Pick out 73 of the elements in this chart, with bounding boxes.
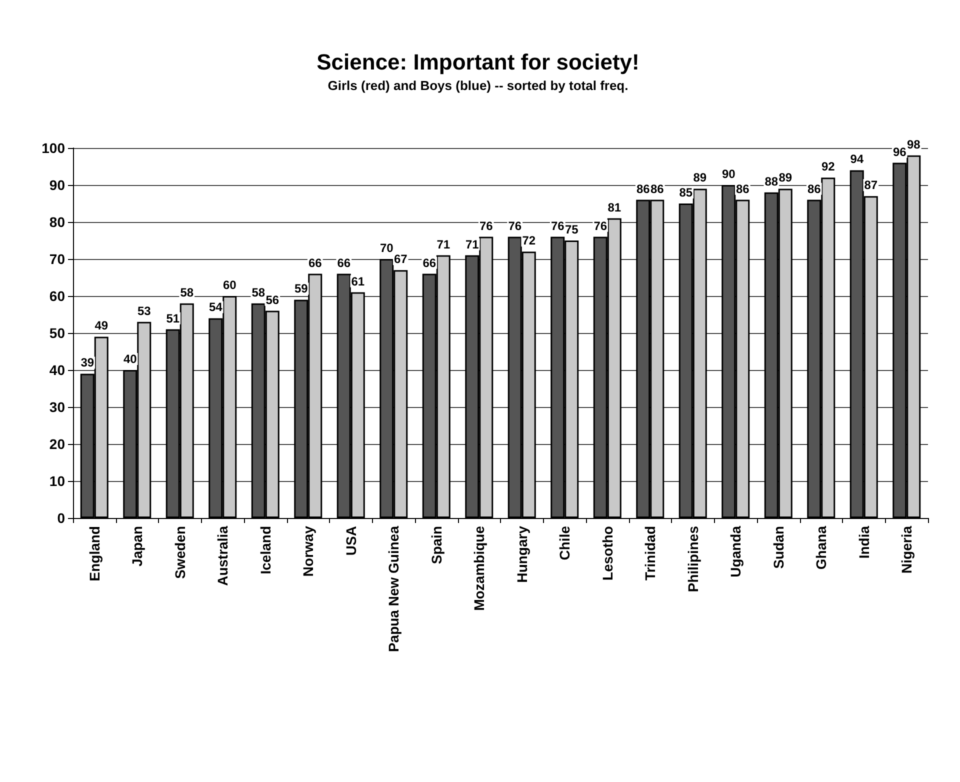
data-label: 76 (508, 218, 522, 233)
data-label: 58 (252, 285, 266, 300)
data-label: 71 (436, 237, 450, 252)
y-tick-label: 40 (49, 362, 66, 378)
x-tick-label: Japan (129, 526, 146, 566)
data-label: 86 (807, 182, 822, 196)
data-label: 90 (722, 167, 736, 181)
data-label: 51 (166, 311, 180, 326)
data-label: 58 (180, 285, 194, 300)
data-label: 70 (380, 241, 394, 255)
data-label: 88 (764, 174, 778, 188)
x-tick-label: Uganda (728, 526, 744, 578)
data-label: 72 (522, 234, 536, 248)
data-label: 85 (679, 186, 693, 200)
data-label: 66 (337, 256, 351, 270)
data-label: 86 (636, 182, 650, 196)
x-tick-label: Trinidad (642, 526, 658, 580)
data-label: 40 (123, 352, 138, 366)
data-label: 53 (137, 304, 152, 318)
data-label: 61 (351, 274, 365, 288)
data-label: 39 (80, 356, 94, 370)
chart-title: Science: Important for society! (316, 50, 640, 74)
data-label: 76 (594, 218, 608, 233)
x-tick-label: Sweden (172, 526, 188, 579)
data-label: 49 (94, 318, 108, 333)
y-tick-label: 90 (49, 177, 66, 193)
data-label: 75 (564, 222, 579, 236)
x-tick-label: Ghana (813, 526, 830, 570)
data-label: 66 (422, 256, 436, 270)
x-tick-label: Spain (428, 526, 444, 564)
data-label: 60 (222, 278, 237, 292)
data-label: 87 (864, 178, 878, 192)
data-label: 86 (650, 182, 664, 196)
data-label: 89 (778, 170, 792, 185)
data-label: 96 (892, 144, 907, 159)
x-tick-label: Papua New Guinea (386, 526, 402, 652)
x-tick-label: Nigeria (898, 526, 915, 574)
x-tick-label: Mozambique (471, 526, 488, 611)
data-label: 76 (550, 218, 565, 233)
y-tick-label: 0 (57, 510, 66, 526)
y-tick-label: 30 (49, 399, 66, 415)
y-tick-label: 10 (49, 473, 66, 489)
x-tick-label: Philipines (684, 526, 701, 592)
y-tick-label: 80 (49, 214, 66, 230)
x-tick-label: USA (342, 526, 359, 556)
y-tick-label: 60 (49, 288, 66, 304)
data-label: 89 (693, 170, 707, 185)
x-tick-label: England (86, 526, 102, 582)
y-tick-label: 50 (49, 325, 66, 341)
y-tick-label: 100 (42, 140, 66, 156)
x-tick-label: Lesotho (599, 526, 616, 580)
data-label: 56 (266, 292, 280, 307)
chart-subtitle: Girls (red) and Boys (blue) -- sorted by total freq. (328, 78, 628, 93)
data-label: 54 (208, 300, 223, 314)
x-tick-label: Australia (214, 526, 231, 586)
data-label: 81 (608, 200, 622, 214)
data-label: 71 (465, 237, 480, 252)
data-label: 92 (821, 160, 836, 174)
data-label: 59 (294, 282, 308, 296)
x-tick-label: Norway (300, 526, 316, 577)
x-tick-label: Sudan (770, 526, 786, 569)
data-label: 67 (394, 252, 408, 266)
x-tick-label: India (856, 526, 872, 559)
data-label: 94 (850, 152, 864, 166)
data-label: 98 (906, 137, 921, 152)
x-tick-label: Hungary (514, 526, 530, 583)
data-label: 86 (736, 182, 750, 196)
data-label: 76 (479, 218, 494, 233)
x-tick-label: Chile (556, 526, 573, 560)
y-tick-label: 20 (49, 436, 66, 452)
x-tick-label: Iceland (257, 526, 274, 574)
data-label: 66 (308, 256, 322, 270)
y-tick-label: 70 (49, 251, 66, 267)
